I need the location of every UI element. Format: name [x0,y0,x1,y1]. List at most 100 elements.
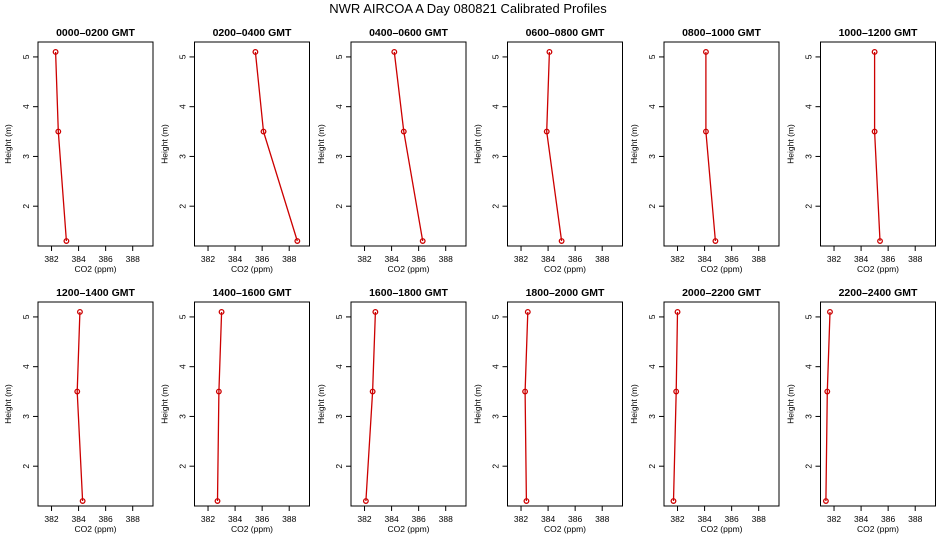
x-tick-label: 388 [126,254,140,264]
x-tick-label: 384 [228,254,242,264]
plot-frame [350,41,467,247]
y-tick-label: 4 [334,364,344,369]
data-point [400,128,407,135]
y-tick-label: 3 [491,154,501,159]
x-tick-label: 388 [126,514,140,524]
data-point [419,238,426,244]
y-axis-label: Height (m) [160,124,170,164]
x-axis-label: CO2 (ppm) [700,264,742,274]
data-point [543,128,550,135]
y-tick-label: 4 [647,364,657,369]
plot-frame [350,301,467,507]
data-point [702,128,709,135]
panel-5: 1000–1200 GMT 382 384 386 388 2 3 4 5 CO2 (ppm) He… [786,27,936,274]
y-axis-label: Height (m) [473,124,483,164]
x-tick-label: 384 [541,254,555,264]
y-tick-label: 5 [647,314,657,319]
x-axis-label: CO2 (ppm) [857,524,899,534]
data-point [369,388,376,395]
data-point [674,309,681,315]
y-tick-label: 2 [21,464,31,469]
data-point [712,238,719,244]
y-axis-label: Height (m) [473,384,483,424]
x-tick-label: 384 [228,514,242,524]
x-tick-label: 386 [881,514,895,524]
data-point [52,49,59,55]
y-tick-label: 4 [647,104,657,109]
y-axis-label: Height (m) [629,384,639,424]
profile-line [54,51,68,242]
profile-line [365,311,377,502]
panel-title: 2200–2400 GMT [839,287,918,299]
y-axis-label: Height (m) [786,384,796,424]
data-point [55,128,62,135]
y-tick-label: 3 [647,154,657,159]
y-tick-label: 4 [178,104,188,109]
panel-8: 1600–1800 GMT 382 384 386 388 2 3 4 5 CO2 (ppm) He… [316,287,467,534]
panel-title: 1200–1400 GMT [56,287,135,299]
data-point [546,49,553,55]
x-tick-label: 388 [908,514,922,524]
y-tick-label: 2 [334,464,344,469]
data-point [391,49,398,55]
data-point [670,498,677,504]
x-tick-label: 382 [44,254,58,264]
profile-line [672,311,679,502]
x-axis-label: CO2 (ppm) [544,524,586,534]
y-tick-label: 3 [178,154,188,159]
panel-title: 1800–2000 GMT [526,287,605,299]
panel-3: 0600–0800 GMT 382 384 386 388 2 3 4 5 CO2 (ppm) He… [473,27,623,274]
y-axis-label: Height (m) [160,384,170,424]
data-point [524,309,531,315]
y-axis-label: Height (m) [3,384,13,424]
x-tick-label: 384 [384,254,398,264]
y-axis-label: Height (m) [3,124,13,164]
data-point [523,498,530,504]
x-tick-label: 386 [255,254,269,264]
x-tick-label: 386 [412,514,426,524]
panel-10: 2000–2200 GMT 382 384 386 388 2 3 4 5 CO2 (ppm) He… [629,287,780,534]
x-tick-label: 386 [412,254,426,264]
data-point [362,498,369,504]
panel-2: 0400–0600 GMT 382 384 386 388 2 3 4 5 CO2 (ppm) He… [316,27,467,274]
data-point [214,498,221,504]
x-tick-label: 386 [99,514,113,524]
plot-frame [820,301,936,507]
y-tick-label: 4 [178,364,188,369]
data-point [827,309,833,315]
x-tick-label: 382 [201,254,215,264]
y-tick-label: 3 [647,414,657,419]
profile-line [825,311,831,502]
x-tick-label: 388 [908,254,922,264]
x-axis-label: CO2 (ppm) [74,524,116,534]
y-tick-label: 5 [178,314,188,319]
y-tick-label: 3 [21,414,31,419]
y-tick-label: 3 [804,154,814,159]
y-axis-label: Height (m) [316,384,326,424]
y-tick-label: 5 [334,54,344,59]
x-tick-label: 382 [670,254,684,264]
y-tick-label: 4 [21,364,31,369]
plot-frame [194,301,310,507]
y-tick-label: 4 [491,364,501,369]
y-tick-label: 5 [804,54,814,59]
data-point [673,388,680,395]
x-tick-label: 384 [71,514,85,524]
y-tick-label: 5 [647,54,657,59]
y-tick-label: 4 [804,104,814,109]
x-axis-label: CO2 (ppm) [387,264,429,274]
data-point [372,309,379,315]
x-tick-label: 388 [595,254,609,264]
data-point [822,498,829,504]
y-tick-label: 4 [491,104,501,109]
data-point [215,388,222,395]
x-axis-label: CO2 (ppm) [857,264,899,274]
x-tick-label: 382 [44,514,58,524]
data-point [877,238,883,244]
x-tick-label: 388 [752,514,766,524]
panel-4: 0800–1000 GMT 382 384 386 388 2 3 4 5 CO2 (ppm) He… [629,27,780,274]
x-tick-label: 384 [697,514,711,524]
x-tick-label: 382 [827,254,841,264]
x-tick-label: 382 [514,254,528,264]
x-tick-label: 386 [725,514,739,524]
